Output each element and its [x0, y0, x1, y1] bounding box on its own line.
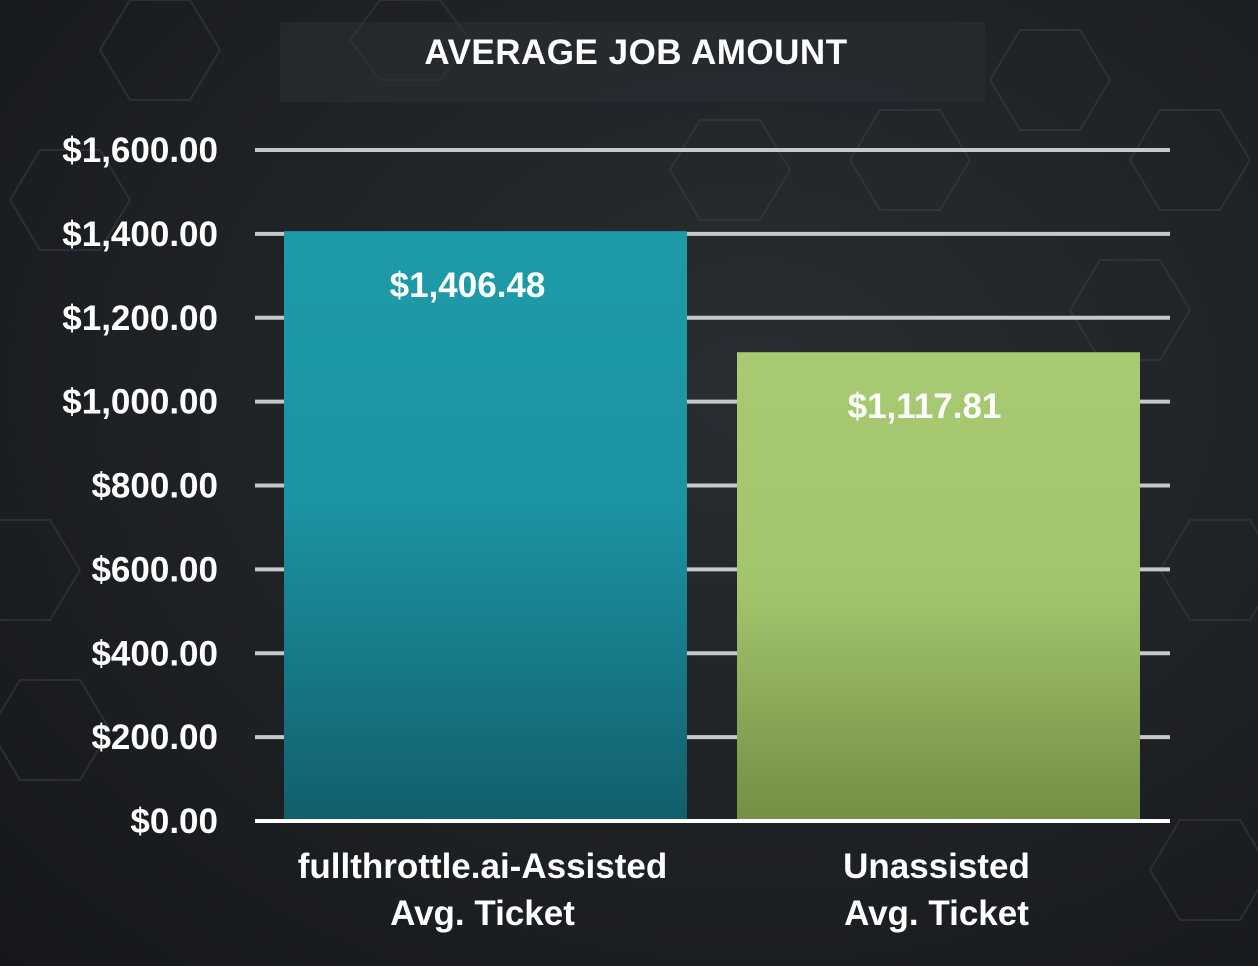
bar-value-label: $1,117.81: [848, 387, 1002, 426]
bar: [284, 231, 687, 821]
y-tick-label: $1,200.00: [62, 299, 218, 338]
x-axis-category-labels: fullthrottle.ai-Assisted Avg. Ticket Unass…: [298, 847, 1030, 933]
y-tick-label: $0.00: [130, 802, 218, 841]
title-panel: [280, 22, 985, 102]
category-label: Unassisted: [843, 847, 1030, 886]
category-label: Avg. Ticket: [844, 894, 1029, 933]
y-tick-label: $1,600.00: [62, 131, 218, 170]
y-tick-label: $600.00: [91, 550, 218, 589]
y-tick-label: $1,400.00: [62, 215, 218, 254]
y-tick-label: $1,000.00: [62, 383, 218, 422]
hexagon-background-pattern: [0, 0, 1258, 921]
y-axis-tick-labels: $0.00 $200.00 $400.00 $600.00 $800.00 $1,000.…: [62, 131, 218, 841]
bar-value-label: $1,406.48: [390, 266, 546, 305]
y-tick-label: $400.00: [91, 634, 218, 673]
category-label: fullthrottle.ai-Assisted: [298, 847, 667, 886]
y-tick-label: $800.00: [91, 467, 218, 506]
chart-title: AVERAGE JOB AMOUNT: [424, 33, 847, 72]
bar: [737, 352, 1140, 821]
bars: [284, 231, 1140, 821]
category-label: Avg. Ticket: [390, 894, 575, 933]
bar-value-labels: $1,406.48 $1,117.81: [390, 266, 1002, 426]
y-tick-label: $200.00: [91, 718, 218, 757]
